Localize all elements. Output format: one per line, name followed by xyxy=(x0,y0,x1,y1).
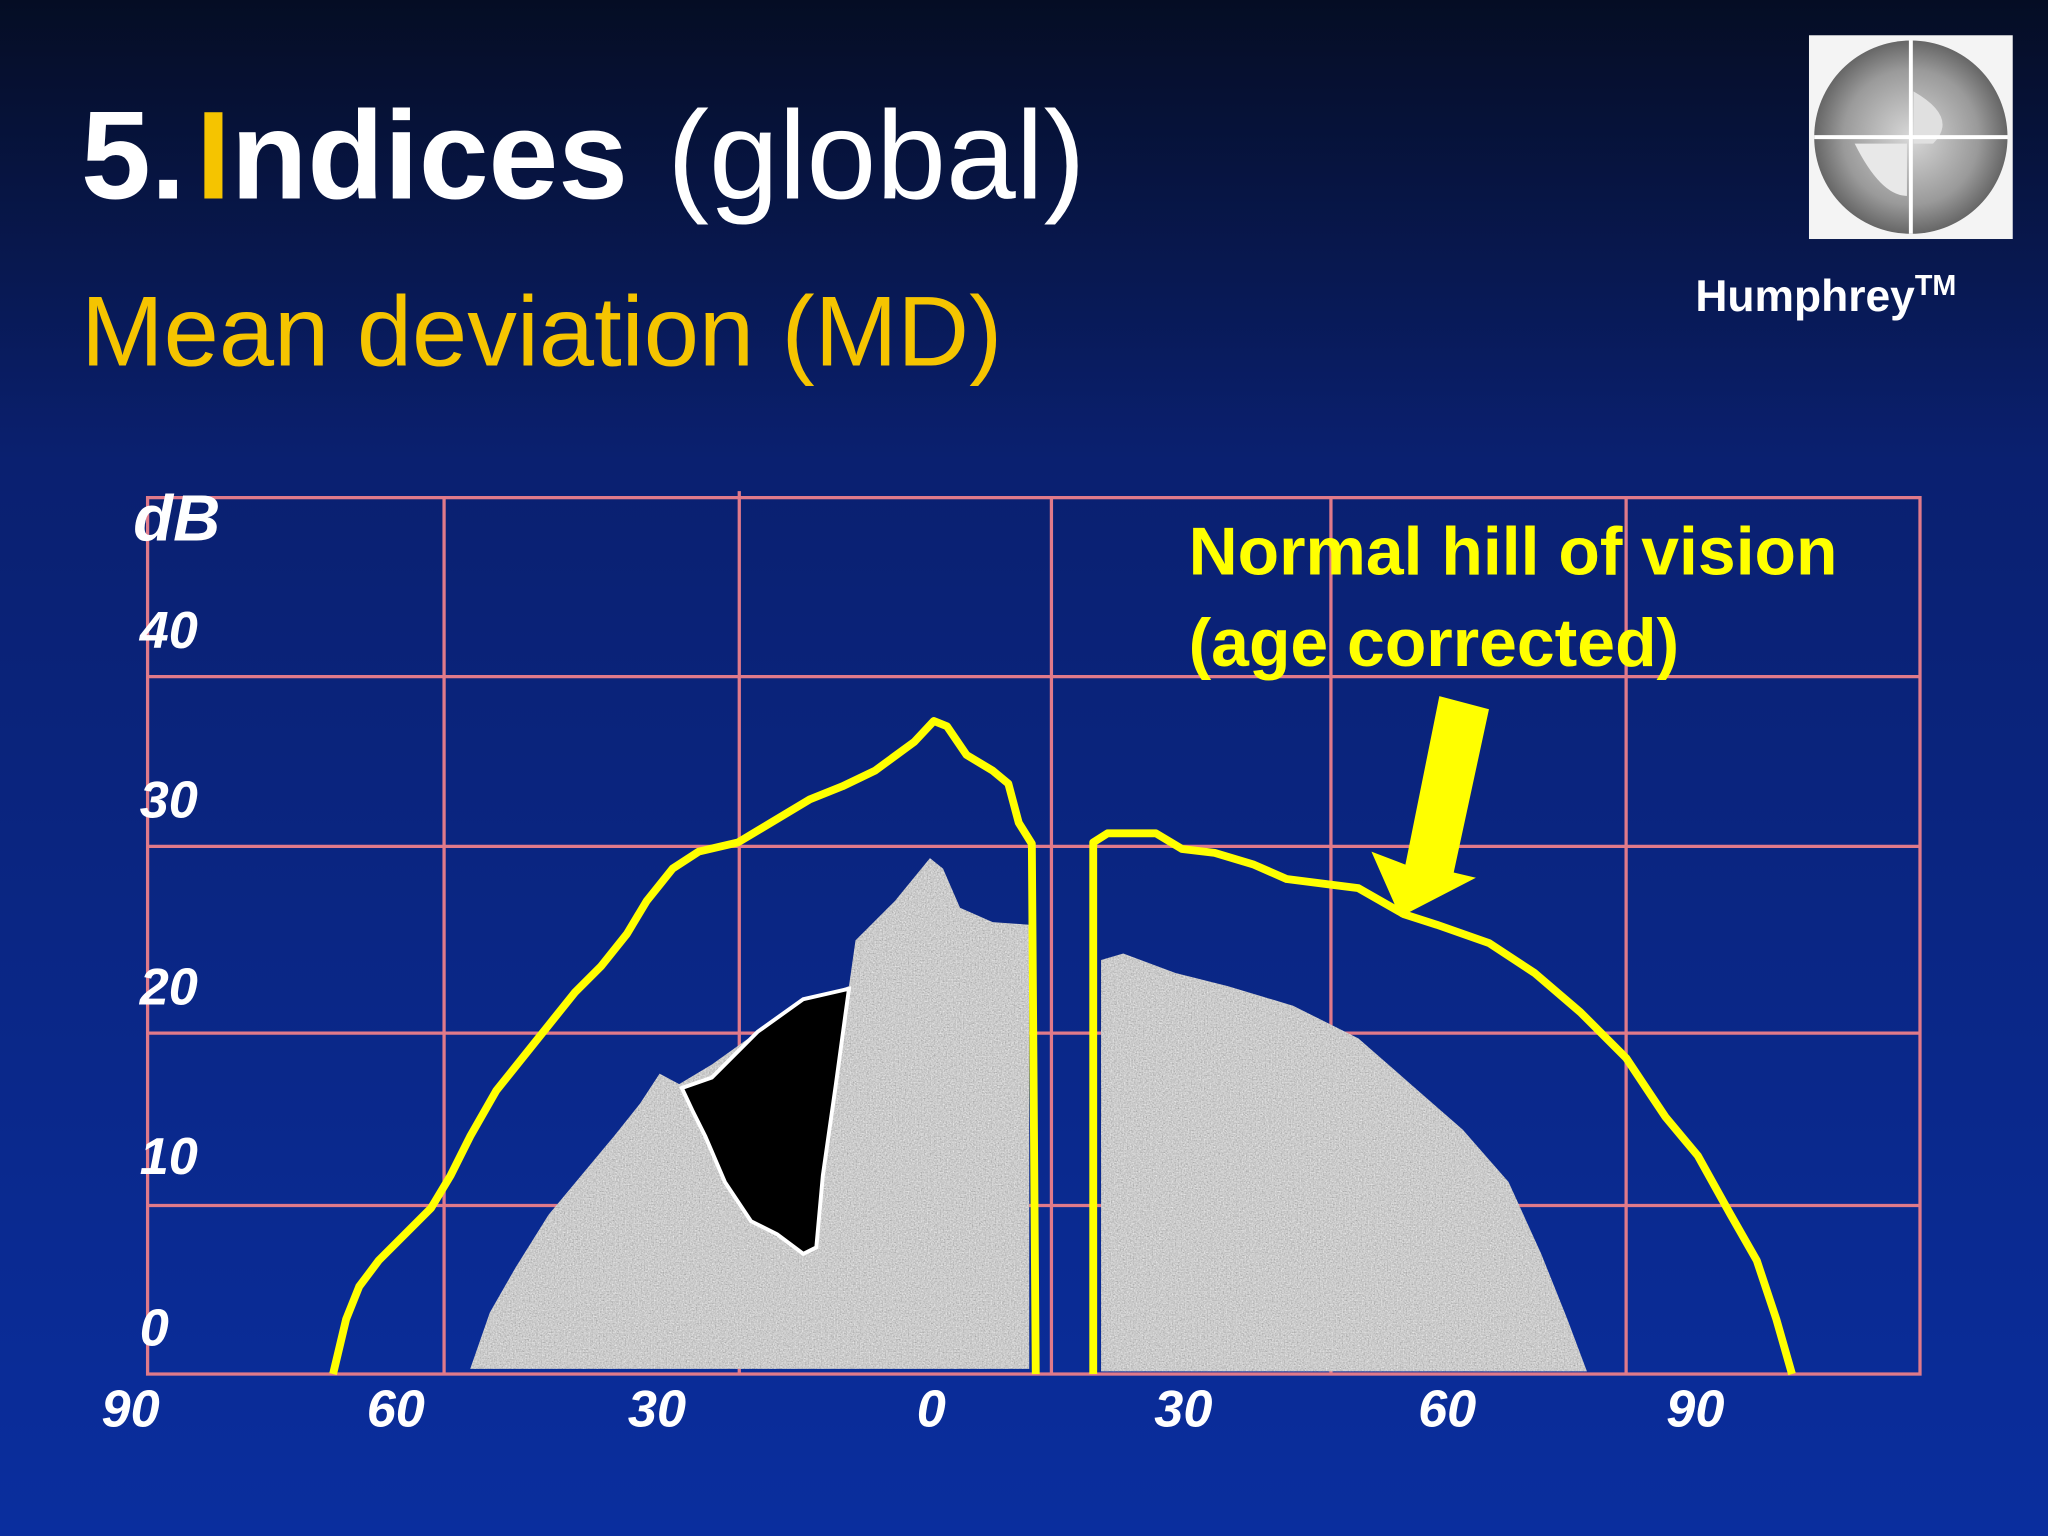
normal-hill-left xyxy=(329,717,1040,1375)
trademark: TM xyxy=(1915,270,1956,302)
normal-hill-right xyxy=(1089,829,1796,1376)
y-tick-label: 40 xyxy=(139,602,198,660)
y-tick-label: 10 xyxy=(140,1128,198,1186)
y-axis-label: dB xyxy=(133,482,220,555)
x-tick-label: 30 xyxy=(1154,1380,1212,1438)
x-tick-label: 0 xyxy=(917,1380,946,1438)
y-tick-label: 20 xyxy=(139,958,198,1016)
title-number: 5. xyxy=(81,85,186,226)
annotation: (age corrected) xyxy=(1189,606,1680,681)
logo-caption: HumphreyTM xyxy=(1695,270,1956,321)
x-tick-label: 90 xyxy=(102,1380,160,1438)
title-qualifier: (global) xyxy=(667,85,1085,226)
y-tick-label: 0 xyxy=(140,1299,169,1357)
x-tick-label: 90 xyxy=(1666,1380,1724,1438)
title-word: ndices xyxy=(231,85,628,226)
x-tick-label: 60 xyxy=(1418,1380,1476,1438)
logo xyxy=(1808,35,2013,240)
subtitle: Mean deviation (MD) xyxy=(81,277,1002,388)
x-tick-label: 60 xyxy=(367,1380,425,1438)
brand: Humphrey xyxy=(1695,272,1915,321)
title: 5. Indices (global) xyxy=(81,85,1085,226)
annotation: Normal hill of vision xyxy=(1189,515,1838,590)
title-initial: I xyxy=(196,85,231,226)
x-tick-label: 30 xyxy=(628,1380,686,1438)
annotation-arrow xyxy=(1371,696,1489,917)
field-loss xyxy=(470,858,1587,1372)
y-tick-label: 30 xyxy=(140,772,198,830)
